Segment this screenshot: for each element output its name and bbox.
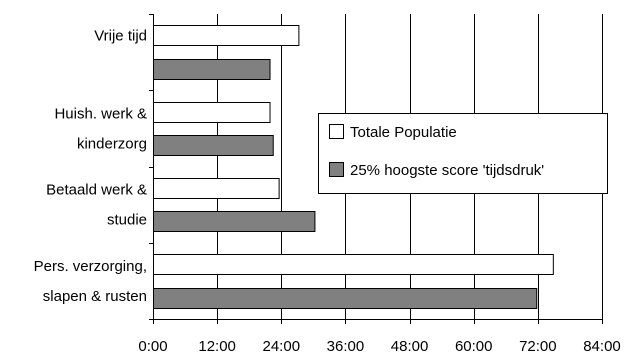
x-tick-label: 84:00 (583, 338, 621, 354)
bar (153, 135, 274, 156)
x-tick-label: 12:00 (198, 338, 236, 354)
axes (149, 14, 603, 324)
category-label: Huish. werk & kinderzorg (54, 105, 147, 152)
legend: Totale Populatie 25% hoogste score 'tijds… (318, 113, 608, 194)
x-tick-label: 0:00 (138, 338, 167, 354)
category-label: Pers. verzorging, slapen & rusten (34, 258, 147, 305)
category-label: Betaald werk & studie (46, 182, 147, 229)
legend-label: 25% hoogste score 'tijdsdruk' (350, 162, 544, 179)
bar (153, 178, 280, 199)
x-tick-label: 60:00 (455, 338, 493, 354)
legend-swatch (329, 162, 344, 177)
x-tick-label: 36:00 (327, 338, 365, 354)
x-tick-label: 72:00 (519, 338, 557, 354)
category-label: Vrije tijd (94, 27, 147, 44)
bar (153, 102, 271, 123)
x-tick-label: 24:00 (263, 338, 301, 354)
bar (153, 59, 271, 80)
category-labels: Vrije tijd Huish. werk & kinderzorg Betaald… (34, 27, 147, 305)
legend-box (318, 113, 608, 194)
bar (153, 211, 316, 232)
bar (153, 25, 300, 46)
x-tick-label: 48:00 (391, 338, 429, 354)
bars (153, 25, 554, 309)
bar (153, 254, 554, 275)
legend-swatch (329, 124, 344, 139)
bar (153, 288, 538, 309)
x-tick-labels: 0:00 12:00 24:00 36:00 48:00 60:00 72:00 84:00 (138, 338, 620, 354)
legend-label: Totale Populatie (350, 124, 457, 141)
